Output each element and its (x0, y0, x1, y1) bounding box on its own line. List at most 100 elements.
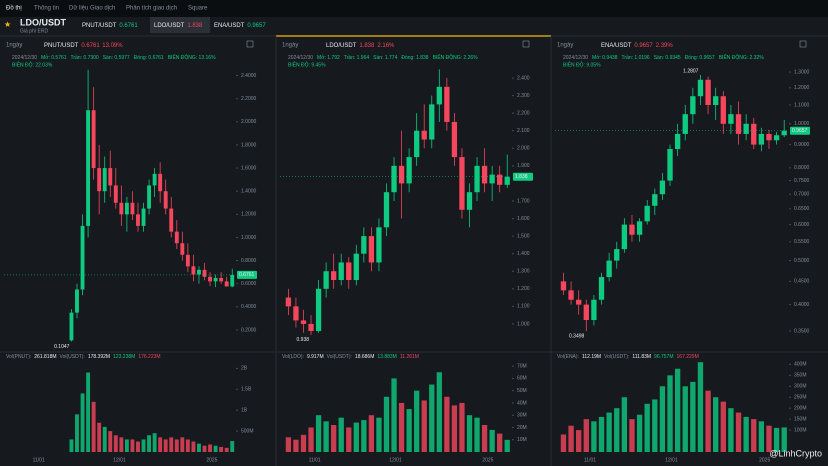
tab[interactable]: PNUT/USDT 0.6761 (82, 23, 138, 29)
volume-bar (124, 439, 129, 452)
volume-bar (185, 439, 190, 452)
volume-bar (224, 447, 229, 452)
candle-body (674, 133, 681, 150)
nav-item[interactable]: Square (188, 6, 208, 12)
tab-active (150, 17, 210, 33)
volume-bar (429, 384, 435, 452)
volume-bar (398, 402, 405, 452)
volume-bar (191, 441, 196, 452)
candle-body (368, 236, 375, 263)
candle-body (697, 79, 704, 97)
volume-bar (147, 435, 152, 452)
y-tick-label: 1.300 (517, 269, 530, 275)
interval[interactable]: 1ngày (6, 43, 22, 49)
candle-body (398, 165, 405, 184)
toolbar-icon[interactable] (522, 40, 530, 48)
candle-body (163, 191, 168, 209)
price-badge-label: 1.838 (515, 174, 528, 180)
pair: ENA/USDT (601, 43, 632, 49)
toolbar-icon[interactable] (246, 40, 254, 48)
symbol[interactable]: LDO/USDT (20, 17, 67, 27)
candle-body (560, 281, 567, 291)
candle-body (636, 221, 643, 235)
volume-bar (713, 397, 719, 452)
volume-legend-item: Vol(USDT): (604, 354, 629, 360)
candle-body (147, 185, 152, 209)
nav-item[interactable]: Đồ thị (6, 6, 22, 12)
nav-item[interactable]: Dữ liệu Giao dịch (69, 6, 115, 12)
candle-body (174, 231, 179, 244)
x-tick-label: 11/01 (33, 457, 45, 463)
tab-name: ENA/USDT (214, 23, 245, 29)
x-tick-label: 12/01 (389, 457, 402, 463)
volume-bar (91, 401, 96, 452)
volume-legend-item: Vol(USDT): (327, 354, 352, 360)
y-tick-label: 0.9000 (794, 142, 810, 148)
volume-bar (421, 400, 427, 452)
y-tick-label: 0.7500 (794, 178, 810, 184)
volume-bar (682, 386, 688, 452)
y-tick-label: 1.200 (517, 286, 530, 292)
candle-body (86, 110, 91, 226)
volume-bar (451, 405, 458, 452)
nav-item[interactable]: Phân tích giao dịch (126, 6, 177, 12)
candle-body (474, 165, 480, 193)
candle-body (331, 271, 337, 281)
y-tick-label: 1.6000 (241, 165, 257, 171)
volume-legend-item: 112.19M (582, 354, 601, 360)
volume-bar (353, 422, 359, 452)
volume-bar (202, 445, 207, 452)
candle-body (213, 277, 218, 282)
tab[interactable]: LDO/USDT 1.838 (154, 23, 203, 29)
price-badge-label: 0.9657 (792, 128, 808, 134)
price-badge-label: 0.6761 (239, 272, 255, 278)
volume-bar (781, 427, 787, 452)
y-tick-label: 2.0000 (241, 119, 257, 125)
volume-bar (436, 372, 442, 452)
x-tick-label: 12/01 (113, 457, 126, 463)
candle-body (606, 260, 612, 278)
ohlc-item: 2024/12/30 (288, 55, 313, 61)
y-tick-label: 1.2000 (794, 85, 810, 91)
volume-bar (180, 437, 185, 452)
candle-body (644, 205, 650, 222)
candle-body (391, 165, 397, 193)
volume-bar (113, 435, 118, 452)
x-tick-label: 12/01 (665, 457, 678, 463)
interval[interactable]: 1ngày (557, 43, 573, 49)
y-tick-label: 1.0000 (241, 235, 257, 241)
tab[interactable]: ENA/USDT 0.9657 (214, 23, 266, 29)
toolbar-icon[interactable] (799, 40, 807, 48)
volume-bar (406, 409, 412, 452)
volume-bar (158, 437, 163, 452)
candle-body (429, 104, 435, 140)
candle-body (219, 277, 224, 282)
volume-legend-item: 9.917M (307, 354, 324, 360)
volume-bar (591, 421, 597, 452)
candle-body (141, 208, 146, 226)
volume-bar (652, 399, 658, 452)
candle-body (629, 224, 635, 235)
nav-item[interactable]: Thông tin (34, 6, 59, 12)
candle-body (713, 96, 719, 105)
change: 13.09% (102, 43, 123, 49)
candle-body (353, 253, 359, 281)
nav-bar (0, 0, 828, 17)
interval[interactable]: 1ngày (282, 43, 298, 49)
subtitle: Giá phí ERD (20, 28, 48, 34)
v-tick-label: 250M (794, 395, 807, 401)
ohlc-item: BIẾN ĐỘNG: 2.32% (719, 54, 765, 61)
candle-body (591, 299, 597, 321)
star-icon[interactable]: ★ (4, 20, 11, 29)
volume-bar (152, 433, 157, 452)
ohlc-item: 2024/12/30 (12, 55, 37, 61)
ohlc-info: 2024/12/30 Mở: 0.9438 Trần: 1.0196 Sàn: 0.9… (563, 54, 764, 61)
volume-legend: Vol(PNUT): 261.818M Vol(USDT): 178.392M 123.… (6, 354, 161, 360)
volume-bar (213, 445, 218, 452)
change: 2.39% (656, 43, 674, 49)
v-tick-label: 500M (241, 428, 254, 434)
candle-body (766, 133, 772, 141)
volume-bar (504, 439, 510, 452)
pair: LDO/USDT (326, 43, 357, 49)
